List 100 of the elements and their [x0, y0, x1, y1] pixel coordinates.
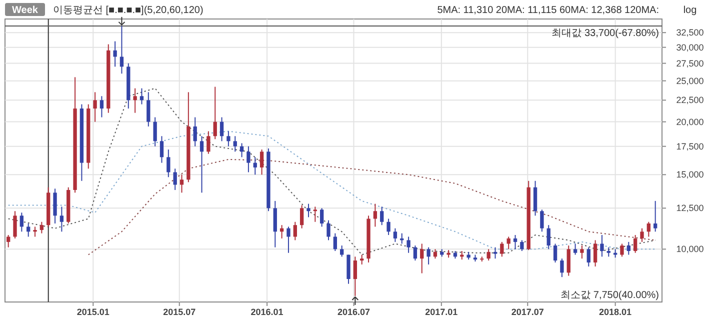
x-tick-label: 2015.07 — [163, 307, 196, 317]
candlestick — [493, 246, 498, 260]
candlestick — [26, 222, 30, 238]
candlestick — [533, 180, 538, 216]
candlestick — [166, 149, 170, 178]
candlestick — [300, 204, 304, 229]
candlestick — [306, 203, 310, 218]
y-tick-label: 10,000 — [676, 244, 704, 254]
candlestick — [373, 203, 378, 228]
annotation: 최소값 7,750(40.00%) — [560, 290, 659, 301]
candlestick — [246, 146, 250, 173]
candlestick — [253, 156, 257, 176]
x-tick-label: 2018.01 — [599, 307, 632, 317]
candlestick — [133, 88, 137, 114]
candlestick — [193, 116, 197, 147]
candlestick — [386, 218, 390, 236]
line-series — [88, 158, 656, 256]
candlestick — [513, 234, 518, 250]
candlestick — [40, 221, 44, 234]
y-tick-label: 27,500 — [676, 58, 704, 68]
candlestick — [633, 234, 638, 254]
candlestick — [393, 228, 398, 242]
x-tick-label: 2017.01 — [425, 307, 458, 317]
candlestick — [153, 116, 157, 147]
candlestick — [560, 258, 564, 278]
text: 이동평균선 [■.■.■.■](5,20,60,120) — [53, 5, 204, 16]
y-tick-label: 17,500 — [676, 141, 704, 152]
candlestick — [580, 245, 584, 260]
candlestick — [586, 246, 590, 267]
candlestick — [653, 200, 658, 232]
text: 5MA: 11,310 20MA: 11,115 60MA: 12,368 120MA: — [437, 5, 659, 16]
candlestick — [606, 246, 610, 258]
candlestick — [240, 142, 244, 158]
x-tick-label: 2016.07 — [337, 307, 370, 317]
candlestick — [320, 208, 324, 228]
y-tick-label: 20,000 — [676, 116, 704, 127]
y-tick-label: 25,000 — [676, 76, 704, 86]
candlestick — [200, 136, 204, 194]
candlestick — [486, 248, 490, 262]
candlestick — [506, 236, 510, 250]
annotation: 최대값 33,700(-67.80%) — [552, 28, 659, 39]
y-tick-label: 15,000 — [676, 170, 704, 180]
candlestick — [566, 245, 570, 276]
text: Week — [12, 5, 38, 16]
candlestick — [293, 221, 297, 241]
candlestick — [500, 241, 504, 258]
y-tick-label: 22,500 — [676, 95, 704, 106]
candlestick — [53, 188, 57, 224]
candlestick — [553, 243, 558, 263]
candlestick — [226, 130, 230, 147]
candlestick — [93, 92, 97, 122]
candlestick — [6, 234, 10, 248]
candlestick — [433, 248, 438, 260]
candlestick — [573, 243, 578, 256]
candlestick — [593, 240, 598, 267]
x-tick-label: 2015.01 — [76, 307, 110, 317]
candlestick — [20, 212, 24, 232]
candlestick — [273, 200, 277, 248]
candlestick — [120, 25, 124, 74]
candlestick — [333, 232, 337, 252]
candlestick — [406, 236, 410, 254]
text: log — [683, 5, 697, 16]
candlestick — [380, 206, 384, 226]
candlestick — [146, 92, 150, 127]
candlestick — [100, 96, 104, 118]
candlestick — [640, 228, 644, 242]
candlestick — [520, 240, 524, 252]
x-tick-label: 2017.07 — [511, 307, 544, 317]
candlestick — [540, 209, 544, 232]
candlestick — [160, 136, 164, 164]
candlestick — [546, 224, 550, 250]
candlestick — [173, 168, 177, 190]
candlestick — [340, 245, 344, 258]
y-tick-label: 32,500 — [676, 28, 704, 38]
y-tick-label: 30,000 — [676, 42, 704, 52]
candlestick — [353, 256, 358, 296]
candlestick — [600, 234, 604, 258]
candlestick — [286, 226, 290, 254]
x-tick-label: 2016.01 — [250, 307, 284, 317]
candlestick — [206, 130, 210, 154]
candlestick — [413, 245, 418, 262]
candlestick — [360, 254, 364, 265]
candlestick — [113, 40, 117, 68]
candlestick — [326, 220, 330, 241]
candlestick — [213, 86, 217, 140]
line-series — [8, 88, 656, 256]
y-tick-label: 12,500 — [676, 203, 704, 214]
candlestick — [33, 226, 37, 238]
candlestick — [233, 136, 237, 152]
candlestick — [13, 210, 17, 239]
candlestick — [626, 241, 630, 256]
candlestick — [260, 149, 264, 176]
candlestick — [220, 116, 224, 142]
candlestick — [60, 206, 64, 232]
candlestick — [420, 243, 424, 274]
candlestick — [426, 246, 430, 265]
candlestick — [140, 88, 144, 105]
candlestick — [620, 243, 624, 258]
candlestick — [313, 206, 317, 222]
candlestick — [180, 174, 184, 194]
